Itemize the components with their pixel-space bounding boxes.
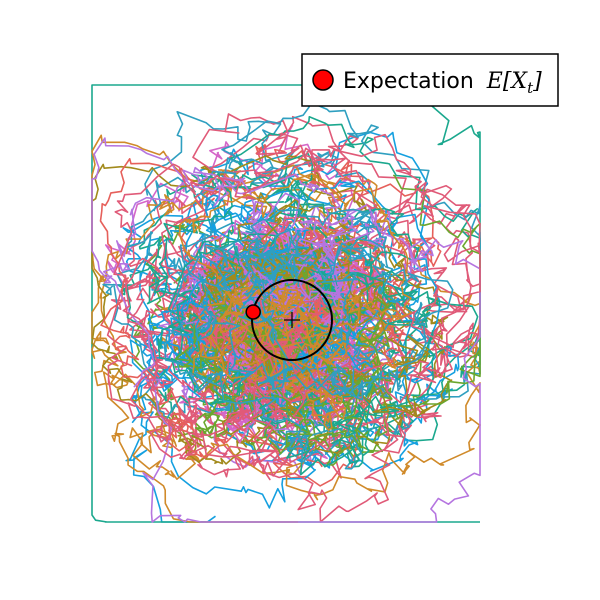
sample-path-38 xyxy=(113,133,481,460)
sample-paths xyxy=(91,84,481,523)
legend-label: Expectation E[Xt] xyxy=(343,69,542,97)
sample-path-37 xyxy=(91,137,481,523)
expectation-point xyxy=(245,304,261,320)
sample-path-39 xyxy=(179,173,412,431)
legend-marker-icon xyxy=(312,69,334,91)
expectation-circle xyxy=(251,279,333,361)
legend-frame xyxy=(301,53,559,107)
origin-cross-icon xyxy=(284,312,300,328)
legend: Expectation E[Xt] xyxy=(301,53,559,107)
sample-path-19 xyxy=(91,134,481,523)
sample-path-40 xyxy=(163,206,454,464)
